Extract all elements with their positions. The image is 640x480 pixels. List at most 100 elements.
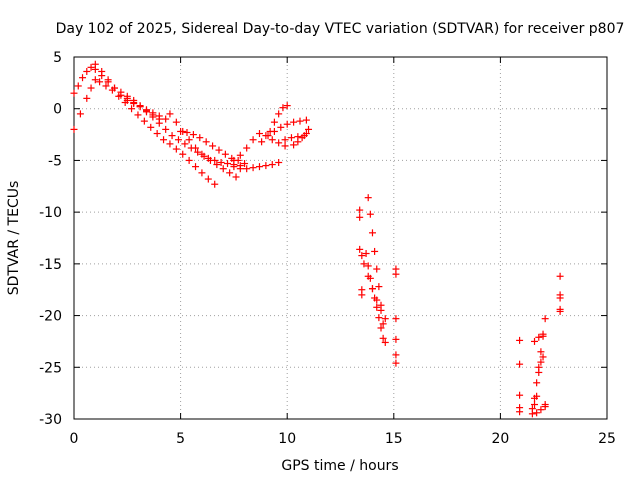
data-point	[556, 307, 564, 315]
data-point	[358, 252, 366, 260]
data-point	[375, 314, 383, 322]
data-point	[537, 348, 545, 356]
data-point	[91, 76, 99, 84]
data-point	[290, 118, 298, 126]
data-point	[366, 210, 374, 218]
data-point	[211, 180, 219, 188]
series-arc-d	[123, 94, 240, 181]
data-point	[147, 123, 155, 131]
data-point	[204, 175, 212, 183]
y-tick-labels: 5 0 -5 -10 -15 -20 -25 -30	[39, 50, 62, 428]
series-arc-c	[91, 60, 170, 123]
data-point	[364, 262, 372, 270]
data-point	[226, 169, 234, 177]
x-tick-label: 15	[385, 431, 403, 447]
data-point	[516, 408, 524, 416]
data-point	[198, 150, 206, 158]
data-point	[290, 141, 298, 149]
data-point	[209, 142, 217, 150]
data-point	[134, 111, 142, 119]
data-point	[87, 63, 95, 71]
y-tick-label: -5	[48, 153, 62, 169]
data-point	[356, 206, 364, 214]
data-point	[123, 94, 131, 102]
data-point	[162, 115, 170, 123]
data-point	[535, 333, 543, 341]
data-point	[181, 140, 189, 148]
data-point	[162, 125, 170, 133]
data-point	[268, 136, 276, 144]
data-point	[202, 138, 210, 146]
data-point	[185, 156, 193, 164]
data-point	[196, 134, 204, 142]
data-point	[230, 163, 238, 171]
data-point	[166, 140, 174, 148]
series-arc-a	[70, 76, 219, 188]
data-point	[379, 320, 387, 328]
data-point	[541, 403, 549, 411]
data-point	[298, 134, 306, 142]
data-point	[177, 127, 185, 135]
data-point	[249, 164, 257, 172]
data-point	[219, 165, 227, 173]
data-point	[213, 161, 221, 169]
series-arc-b	[70, 63, 163, 123]
data-point	[531, 401, 539, 409]
data-point	[174, 136, 182, 144]
data-point	[236, 165, 244, 173]
data-point	[258, 138, 266, 146]
data-point	[243, 144, 251, 152]
data-point	[277, 123, 285, 131]
y-tick-label: -25	[39, 360, 62, 376]
data-point	[392, 335, 400, 343]
x-tick-label: 10	[278, 431, 296, 447]
series-arc-k	[290, 125, 313, 149]
data-point	[302, 130, 310, 138]
data-point	[556, 272, 564, 280]
data-point	[541, 315, 549, 323]
x-tick-label: 25	[598, 431, 616, 447]
data-point	[232, 173, 240, 181]
data-point	[531, 337, 539, 345]
data-point	[74, 82, 82, 90]
series-arc-m	[364, 194, 389, 346]
data-point	[539, 330, 547, 338]
chart-title: Day 102 of 2025, Sidereal Day-to-day VTE…	[56, 21, 625, 37]
data-point	[198, 169, 206, 177]
series-arc-f	[177, 127, 249, 168]
data-point	[377, 324, 385, 332]
y-tick-label: 5	[53, 50, 62, 66]
data-point	[287, 134, 295, 142]
data-point	[104, 76, 112, 84]
data-point	[98, 67, 106, 75]
data-point	[275, 110, 283, 118]
data-point	[264, 132, 272, 140]
data-point	[70, 89, 78, 97]
data-point	[128, 105, 136, 113]
data-point	[83, 94, 91, 102]
data-point	[168, 132, 176, 140]
data-point	[373, 265, 381, 273]
grid-lines	[74, 57, 607, 419]
x-axis-label: GPS time / hours	[281, 458, 398, 474]
y-axis-label: SDTVAR / TECUs	[6, 181, 22, 296]
data-point	[373, 296, 381, 304]
data-point	[241, 160, 249, 168]
data-point	[533, 392, 541, 400]
data-point	[371, 247, 379, 255]
data-point	[302, 116, 310, 124]
data-point	[296, 117, 304, 125]
data-point	[537, 406, 545, 414]
data-point	[381, 315, 389, 323]
data-point	[243, 165, 251, 173]
data-point	[194, 148, 202, 156]
data-point	[281, 136, 289, 144]
data-point	[379, 334, 387, 342]
data-point	[142, 108, 150, 116]
data-point	[102, 82, 110, 90]
data-point	[255, 130, 263, 138]
data-point	[96, 78, 104, 86]
data-point	[377, 306, 385, 314]
y-tick-label: -20	[39, 309, 62, 325]
data-point	[516, 360, 524, 368]
